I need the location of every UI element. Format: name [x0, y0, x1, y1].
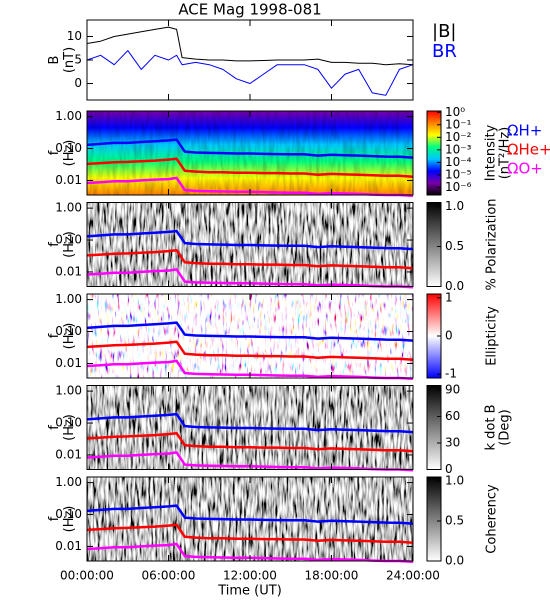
x-tick-label: 24:00:00: [386, 569, 440, 583]
colorbar-tick-label: 10⁻⁵: [445, 167, 472, 181]
cyclotron-line: [86, 176, 414, 198]
legend-entry: ΩH+: [507, 122, 542, 140]
y-tick-label: 1.00: [55, 201, 82, 215]
axis-label: (Hz): [62, 506, 77, 533]
axis-label: (nT): [62, 47, 77, 73]
colorbar-tick-label: 10⁻²: [445, 130, 472, 144]
colorbar-tick-label: 10⁻⁶: [445, 180, 472, 194]
legend-entry: |B|: [432, 21, 456, 42]
colorbar-tick-label: 0: [445, 462, 453, 476]
axis-label: (nT²/Hz): [498, 127, 513, 180]
data-line: [86, 50, 414, 96]
axis-label: f: [47, 242, 62, 247]
colorbar-tick-label: 0.5: [445, 514, 464, 528]
cyclotron-line: [86, 138, 414, 159]
legend-entry: ΩO+: [507, 160, 543, 178]
y-tick-label: 0.01: [55, 173, 82, 187]
axis-label: f: [47, 150, 62, 155]
axis-label: (Hz): [62, 231, 77, 258]
legend-entry: BR: [432, 41, 457, 62]
colorbar-tick-label: 1.0: [445, 199, 464, 213]
cyclotron-line: [86, 340, 414, 362]
colorbar-tick-label: 1.0: [445, 474, 464, 488]
colorbar-tick-label: 0.0: [445, 279, 464, 293]
x-tick-label: 12:00:00: [223, 569, 277, 583]
axis-label: f: [47, 333, 62, 338]
cyclotron-line: [86, 321, 414, 342]
cyclotron-line: [86, 523, 414, 545]
cyclotron-line: [86, 157, 414, 179]
y-tick-label: 0.10: [55, 233, 82, 247]
y-tick-label: 0.01: [55, 356, 82, 370]
cyclotron-line: [86, 412, 414, 434]
y-tick-label: 1.00: [55, 292, 82, 306]
x-tick-label: 00:00:00: [60, 569, 114, 583]
colorbar-tick-label: 0.0: [445, 554, 464, 568]
y-tick-label: 0.10: [55, 324, 82, 338]
y-tick-label: 0.01: [55, 264, 82, 278]
y-tick-label: 0.01: [55, 447, 82, 461]
x-tick-label: 18:00:00: [305, 569, 359, 583]
axis-label: % Polarization: [485, 198, 500, 290]
y-tick-label: 0.10: [55, 416, 82, 430]
axis-label: (Hz): [62, 414, 77, 441]
cyclotron-line: [86, 542, 414, 564]
axis-label: (Deg): [498, 409, 513, 445]
cyclotron-line: [86, 431, 414, 453]
x-tick-label: 06:00:00: [142, 569, 196, 583]
axis-label: Ellipticity: [485, 306, 500, 366]
cyclotron-line: [86, 268, 414, 289]
axis-label: Coherency: [485, 484, 500, 554]
colorbar-tick-label: 10⁻³: [445, 142, 472, 156]
colorbar-tick-label: 1: [445, 290, 453, 304]
cyclotron-line: [86, 504, 414, 525]
y-tick-label: 0.01: [55, 539, 82, 553]
colorbar-tick-label: 0: [445, 329, 453, 343]
colorbar: [426, 385, 442, 470]
y-tick-label: 1.00: [55, 109, 82, 123]
colorbar-tick-label: 30: [445, 435, 460, 449]
axis-label: f: [47, 516, 62, 521]
y-tick-label: 10: [67, 29, 82, 43]
colorbar-tick-label: 10⁰: [445, 105, 465, 119]
y-tick-label: 1.00: [55, 475, 82, 489]
axis-label: (Hz): [62, 323, 77, 350]
colorbar-tick-label: 60: [445, 409, 460, 423]
cyclotron-line: [86, 248, 414, 270]
cyclotron-line: [86, 451, 414, 472]
y-tick-label: 0.10: [55, 141, 82, 155]
y-tick-label: 5: [74, 53, 82, 67]
x-axis-label: Time (UT): [217, 584, 282, 599]
colorbar-tick-label: 10⁻⁴: [445, 155, 472, 169]
colorbar-tick-label: 10⁻¹: [445, 117, 472, 131]
chart-title: ACE Mag 1998-081: [178, 1, 321, 19]
legend-entry: ΩHe+: [507, 141, 550, 159]
y-tick-label: 1.00: [55, 384, 82, 398]
colorbar: [426, 202, 442, 287]
axis-label: f: [47, 425, 62, 430]
cyclotron-line: [86, 359, 414, 381]
cyclotron-line: [86, 229, 414, 251]
colorbar: [426, 110, 442, 196]
axis-label: (Hz): [62, 140, 77, 167]
y-tick-label: 0: [74, 76, 82, 90]
axis-label: Intensity: [484, 124, 499, 181]
colorbar-tick-label: 0.5: [445, 239, 464, 253]
plot-frame: [86, 19, 414, 101]
colorbar: [426, 476, 442, 562]
colorbar-tick-label: 90: [445, 382, 460, 396]
data-line: [86, 26, 414, 66]
y-tick-label: 0.10: [55, 507, 82, 521]
axis-label: k dot B: [484, 404, 499, 450]
axis-label: B: [47, 56, 62, 65]
colorbar-tick-label: -1: [445, 367, 457, 381]
